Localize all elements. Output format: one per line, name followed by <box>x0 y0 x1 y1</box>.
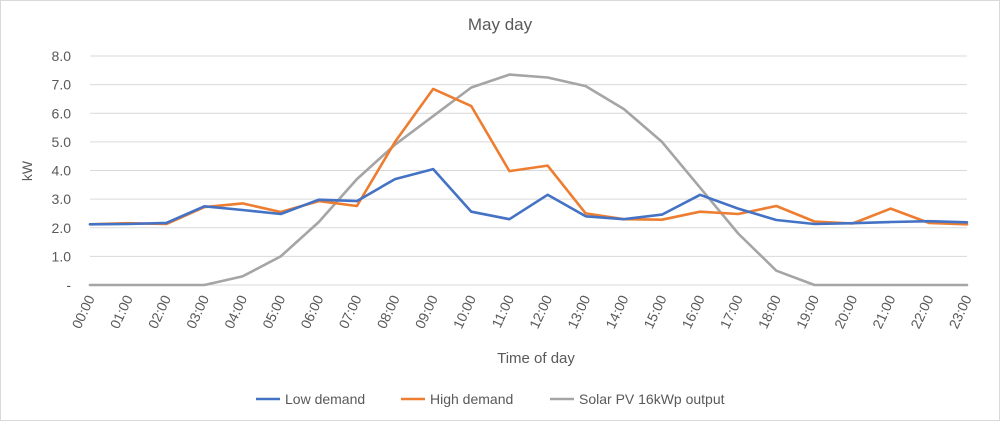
x-tick-label: 10:00 <box>450 292 479 331</box>
x-axis-label: Time of day <box>497 350 575 367</box>
series-line-1 <box>88 87 969 226</box>
x-tick-label: 14:00 <box>602 292 631 331</box>
y-tick-label: 6.0 <box>52 105 72 121</box>
x-tick-label: 23:00 <box>945 292 974 331</box>
x-tick-label: 11:00 <box>488 292 517 330</box>
x-tick-label: 02:00 <box>145 292 174 331</box>
x-tick-label: 19:00 <box>793 292 822 331</box>
chart-title: May day <box>468 15 533 34</box>
x-tick-label: 17:00 <box>717 292 746 331</box>
legend-label-1: High demand <box>430 391 513 407</box>
y-tick-label: 3.0 <box>52 191 72 207</box>
x-tick-label: 00:00 <box>68 292 97 331</box>
x-tick-label: 06:00 <box>297 292 326 331</box>
legend-label-0: Low demand <box>285 391 365 407</box>
x-tick-label: 13:00 <box>564 292 593 331</box>
y-tick-label: - <box>66 277 71 293</box>
y-tick-label: 8.0 <box>52 48 72 64</box>
x-tick-label: 21:00 <box>869 292 898 331</box>
x-tick-label: 01:00 <box>107 292 136 331</box>
x-tick-label: 08:00 <box>373 292 402 331</box>
y-tick-label: 2.0 <box>52 220 72 236</box>
legend: Low demand High demand Solar PV 16kWp outp… <box>256 391 725 407</box>
gridlines <box>90 55 967 286</box>
x-axis-ticks: 00:00 01:00 02:00 03:00 04:00 05:00 06:00 07:00… <box>68 292 974 331</box>
x-tick-label: 05:00 <box>259 292 288 331</box>
legend-label-2: Solar PV 16kWp output <box>579 391 725 407</box>
y-axis-label: kW <box>19 160 35 181</box>
y-tick-label: 4.0 <box>52 163 72 179</box>
x-tick-label: 15:00 <box>640 292 669 331</box>
x-tick-label: 03:00 <box>183 292 212 331</box>
x-tick-label: 09:00 <box>412 292 441 331</box>
x-tick-label: 20:00 <box>831 292 860 331</box>
series-line-2 <box>88 73 969 287</box>
series-line-0 <box>88 167 969 226</box>
x-tick-label: 22:00 <box>907 292 936 331</box>
x-tick-label: 18:00 <box>755 292 784 331</box>
x-tick-label: 04:00 <box>221 292 250 331</box>
y-tick-label: 5.0 <box>52 134 72 150</box>
x-tick-label: 16:00 <box>678 292 707 331</box>
x-tick-label: 12:00 <box>526 292 555 331</box>
y-tick-label: 1.0 <box>52 248 72 264</box>
y-axis-ticks: - 1.0 2.0 3.0 4.0 5.0 6.0 7.0 8.0 <box>52 48 72 293</box>
x-tick-label: 07:00 <box>335 292 364 331</box>
series-lines <box>88 73 969 287</box>
y-tick-label: 7.0 <box>52 77 72 93</box>
